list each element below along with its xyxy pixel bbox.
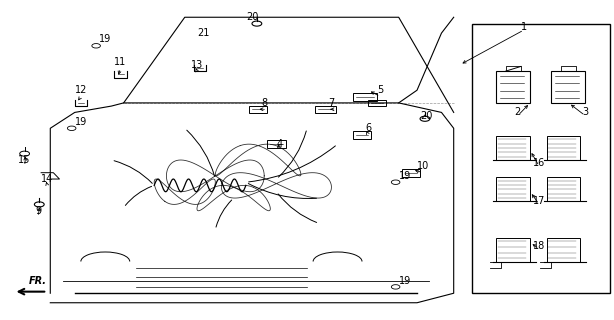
Text: 19: 19 [398,171,411,181]
Text: 14: 14 [41,174,53,184]
Bar [353,131,371,139]
Text: 17: 17 [533,196,545,206]
Text: 6: 6 [365,123,371,133]
Text: 3: 3 [582,108,588,117]
Bar [267,140,286,148]
Text: 20: 20 [420,111,432,121]
Bar [546,136,580,160]
Text: 11: 11 [114,57,126,67]
Text: FR.: FR. [29,276,47,285]
Bar [497,178,530,201]
Text: 8: 8 [261,98,267,108]
Text: 10: 10 [417,161,429,171]
Text: 12: 12 [75,85,87,95]
Bar [546,238,580,261]
Bar [353,92,377,100]
Bar [497,136,530,160]
Text: 19: 19 [398,276,411,285]
Text: 7: 7 [328,98,335,108]
Text: 15: 15 [18,155,31,165]
Bar [368,100,386,106]
Text: 16: 16 [533,158,545,168]
Bar [497,71,530,103]
Bar [472,24,610,293]
Text: 4: 4 [276,139,282,149]
Bar [551,71,585,103]
Text: 20: 20 [246,12,258,22]
Text: 9: 9 [35,206,41,216]
Bar [249,106,267,113]
Text: 21: 21 [197,28,209,38]
Bar [546,178,580,201]
Text: 19: 19 [99,35,111,44]
Text: 18: 18 [533,241,545,251]
Text: 2: 2 [515,108,521,117]
Text: 5: 5 [377,85,384,95]
Bar [402,169,420,177]
Text: 13: 13 [191,60,203,70]
Bar [497,238,530,261]
Text: 19: 19 [75,117,87,127]
Text: 1: 1 [521,22,527,32]
Bar [314,106,336,113]
